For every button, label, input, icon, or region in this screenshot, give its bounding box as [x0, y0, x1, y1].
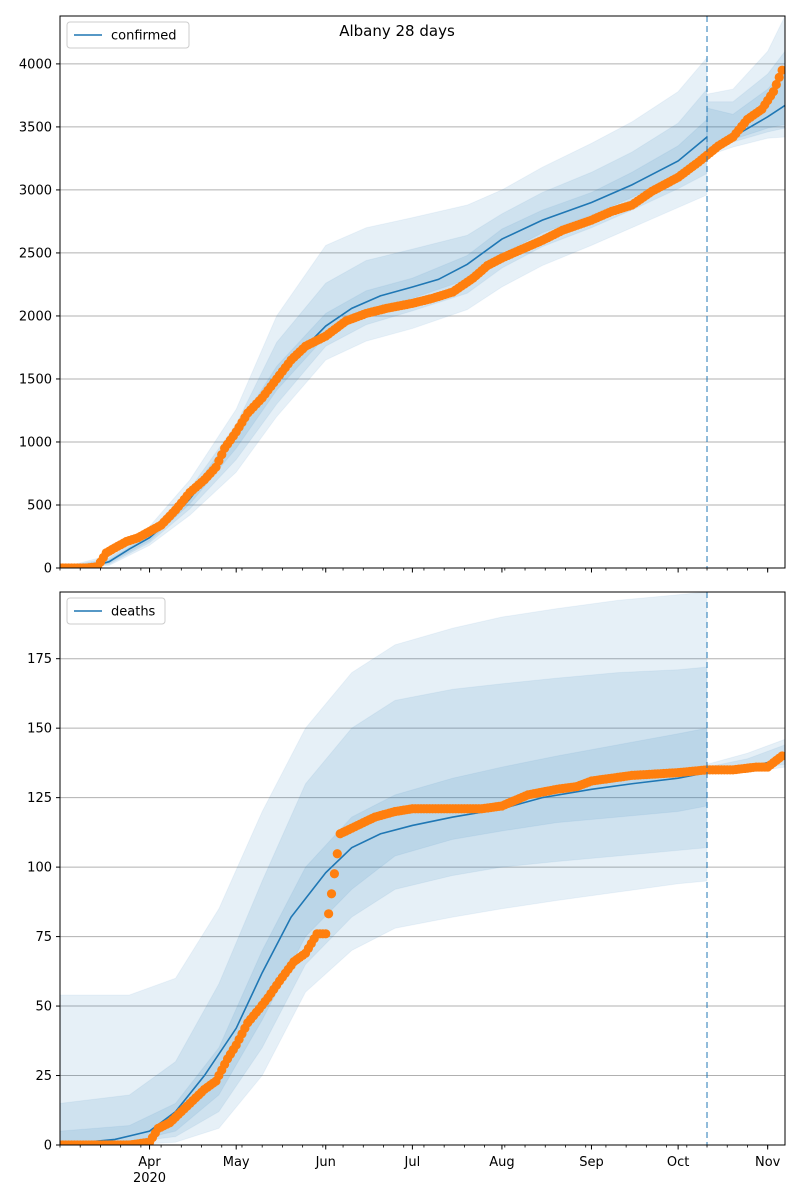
x-year-label: 2020 — [133, 1171, 166, 1186]
x-tick-label: Oct — [667, 1155, 689, 1170]
observed-point — [329, 869, 340, 879]
plot-area — [60, 592, 785, 1145]
y-tick-label: 4000 — [19, 57, 52, 72]
observed-point — [771, 79, 781, 90]
legend-label: confirmed — [111, 29, 177, 44]
axes-frame — [59, 15, 786, 569]
y-tick-label: 1500 — [19, 372, 52, 387]
y-tick-label: 175 — [27, 652, 52, 667]
observed-point — [326, 889, 337, 899]
model-median-line — [60, 136, 708, 568]
chart-title: Albany 28 days — [339, 22, 455, 40]
legend: deaths — [66, 597, 166, 625]
observed-point — [777, 65, 785, 75]
y-tick-label: 1000 — [19, 435, 52, 450]
x-tick-label: Nov — [755, 1155, 781, 1170]
y-tick-label: 0 — [44, 1139, 52, 1154]
y-tick-label: 3000 — [19, 183, 52, 198]
x-tick-label: Aug — [489, 1155, 514, 1170]
x-tick-label: May — [223, 1155, 250, 1170]
y-tick-label: 0 — [44, 562, 52, 577]
observed-point — [332, 849, 342, 859]
x-tick-label: Jun — [315, 1155, 336, 1170]
y-tick-label: 500 — [27, 498, 52, 513]
observed-point — [774, 72, 784, 82]
y-tick-label: 25 — [35, 1069, 52, 1084]
x-tick-label: Apr — [138, 1155, 161, 1170]
y-tick-label: 150 — [27, 722, 52, 737]
y-tick-label: 2000 — [19, 309, 52, 324]
observed-point — [777, 751, 785, 761]
y-tick-label: 125 — [27, 791, 52, 806]
observed-point — [768, 87, 779, 97]
y-tick-label: 100 — [27, 861, 52, 876]
legend-box — [66, 21, 190, 49]
y-tick-label: 50 — [35, 1000, 52, 1015]
deaths-panel: 0 25 50 75 100 125 150 175 Apr May Jun Jul Aug Sep Oct… — [27, 591, 786, 1186]
uncertainty-band-outer — [60, 592, 708, 1145]
y-tick-label: 2500 — [19, 246, 52, 261]
legend: confirmed — [66, 21, 190, 49]
plot-area — [60, 16, 785, 568]
axes-frame — [59, 591, 786, 1146]
y-tick-label: 75 — [35, 930, 52, 945]
observed-point — [324, 909, 334, 919]
y-tick-label: 3500 — [19, 120, 52, 135]
x-tick-label: Sep — [579, 1155, 604, 1170]
observed-point — [321, 929, 331, 939]
x-tick-label: Jul — [404, 1155, 421, 1170]
legend-label: deaths — [111, 605, 156, 620]
legend-box — [66, 597, 166, 625]
confirmed-panel: 0 500 1000 1500 2000 2500 3000 3500 4000 confirme… — [19, 15, 786, 577]
